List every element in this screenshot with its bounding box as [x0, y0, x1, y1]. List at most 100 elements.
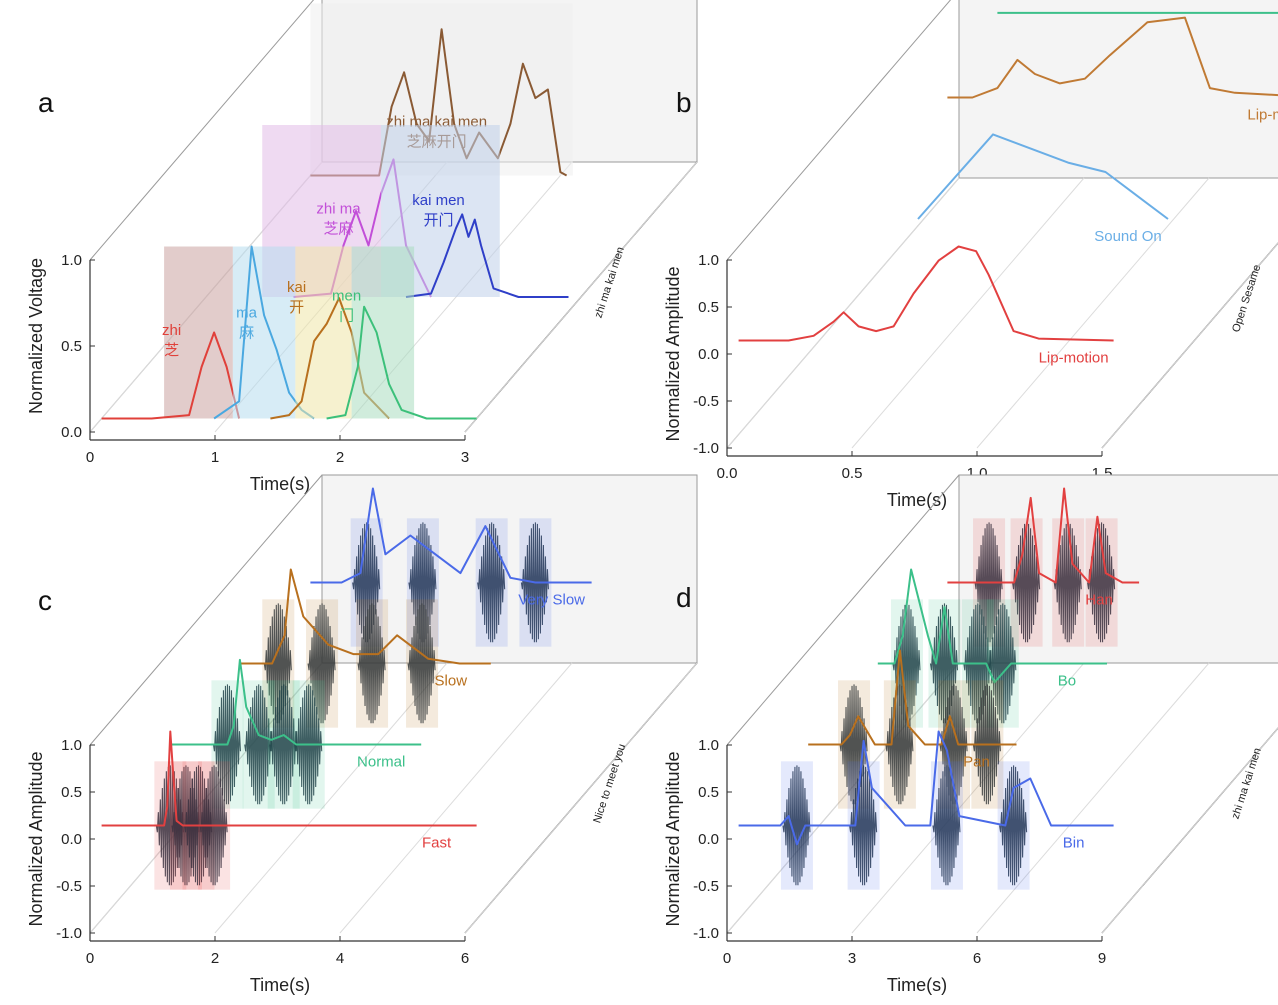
highlight-band [164, 246, 233, 419]
audio-burst [407, 603, 436, 724]
panel-letter: c [38, 585, 52, 616]
series-label: Very Slow [518, 592, 585, 609]
series-line [101, 331, 241, 420]
grid-line [1101, 242, 1278, 449]
audio-burst [1012, 522, 1041, 643]
series-label: Lip-motion [1039, 350, 1109, 367]
series-label: kai [287, 279, 306, 296]
y-tick-label: -0.5 [693, 878, 719, 895]
series-label: kai men [412, 192, 465, 209]
series-line [171, 658, 422, 746]
x-tick-label: 6 [973, 950, 981, 967]
y-tick-label: 1.0 [698, 737, 719, 754]
grid-line [1101, 727, 1278, 934]
series-label: Han [1085, 592, 1113, 609]
series-label: Sound Off [1249, 0, 1278, 3]
y-tick-label: -1.0 [56, 925, 82, 942]
y-tick-label: 0.5 [61, 338, 82, 355]
y-tick-label: -0.5 [693, 393, 719, 410]
y-tick-label: 0.5 [61, 784, 82, 801]
audio-burst [263, 603, 292, 724]
grid-line [976, 177, 1210, 449]
y-tick-label: 1.0 [61, 737, 82, 754]
box-edge [89, 0, 315, 261]
audio-burst [988, 603, 1017, 724]
series-line [947, 16, 1278, 99]
audio-burst [939, 684, 968, 805]
y-axis-title: Normalized Amplitude [26, 751, 46, 926]
series-line [326, 305, 477, 420]
audio-burst [307, 603, 336, 724]
grid-line [464, 161, 698, 433]
audio-burst [244, 684, 273, 805]
burst-band [1085, 518, 1118, 647]
y-tick-label: 1.0 [61, 252, 82, 269]
x-axis-title: Time(s) [250, 975, 310, 995]
y-tick-label: 0.5 [698, 299, 719, 316]
audio-burst [849, 765, 878, 886]
x-axis-title: Time(s) [887, 490, 947, 510]
series-label-cn: 芝 [164, 342, 179, 359]
panel-letter: a [38, 87, 54, 118]
x-tick-label: 1 [211, 449, 219, 466]
panel-d: d 0 3 6 9 -1.0 -0.5 0.0 0.5 1.0 Time(s) Normalized … [663, 474, 1278, 995]
y-tick-label: -1.0 [693, 440, 719, 457]
y-tick-label: -1.0 [693, 925, 719, 942]
series-label: Bin [1063, 835, 1085, 852]
series-label: Fast [422, 835, 452, 852]
y-tick-label: 0.0 [61, 424, 82, 441]
box-edge [726, 474, 960, 746]
y-tick-label: 0.0 [698, 346, 719, 363]
panel-a: a 0 1 2 3 0.0 0.5 1.0 Time(s) Normalized Voltage z… [26, 0, 698, 494]
audio-burst [892, 603, 921, 724]
audio-burst [352, 522, 381, 643]
series-label: ma [236, 305, 257, 322]
box-edge [726, 0, 952, 261]
x-tick-label: 0 [86, 449, 94, 466]
audio-burst [885, 684, 914, 805]
depth-axis-label: zhi ma kai men [593, 246, 627, 320]
back-wall [321, 474, 698, 664]
series-line [738, 245, 1114, 342]
audio-burst [1087, 522, 1116, 643]
series-line [101, 730, 477, 827]
y-tick-label: 1.0 [698, 252, 719, 269]
x-axis-title: Time(s) [887, 975, 947, 995]
series-line [405, 213, 569, 298]
x-tick-label: 3 [461, 449, 469, 466]
depth-axis-label: zhi ma kai men [1230, 747, 1264, 821]
grid-line [851, 662, 1085, 934]
panel-b: b0.0 0.5 1.0 1.5-1.0-0.50.00.51.0Time(s)Nor… [663, 0, 1278, 510]
grid-line [851, 177, 1085, 449]
x-axis-title: Time(s) [250, 474, 310, 494]
series-line [808, 649, 1017, 746]
grid-line [339, 662, 573, 934]
series-label: Lip-motion [1247, 107, 1278, 124]
back-wall [958, 474, 1278, 664]
x-tick-label: 0 [723, 950, 731, 967]
burst-band [406, 518, 439, 647]
series-line [877, 568, 1107, 684]
burst-band [930, 761, 963, 890]
floor-edge [1101, 727, 1278, 934]
audio-burst [408, 522, 437, 643]
y-tick-label: -0.5 [56, 878, 82, 895]
back-wall [958, 0, 1278, 179]
y-axis-title: Normalized Voltage [26, 258, 46, 414]
x-tick-label: 2 [336, 449, 344, 466]
series-label: zhi ma [316, 200, 361, 217]
x-tick-label: 3 [848, 950, 856, 967]
y-axis-title: Normalized Amplitude [663, 751, 683, 926]
depth-axis-label: Nice to meet you [591, 742, 628, 824]
panel-letter: b [676, 87, 692, 118]
audio-burst [477, 522, 506, 643]
series-line [310, 487, 592, 584]
audio-burst [782, 765, 811, 886]
burst-band [1052, 518, 1085, 647]
series-line [240, 568, 491, 665]
series-label-cn: 芝麻 [323, 220, 353, 237]
series-label-cn: 开 [289, 299, 304, 316]
series-label-cn: 开门 [423, 212, 453, 229]
series-line [947, 487, 1140, 584]
